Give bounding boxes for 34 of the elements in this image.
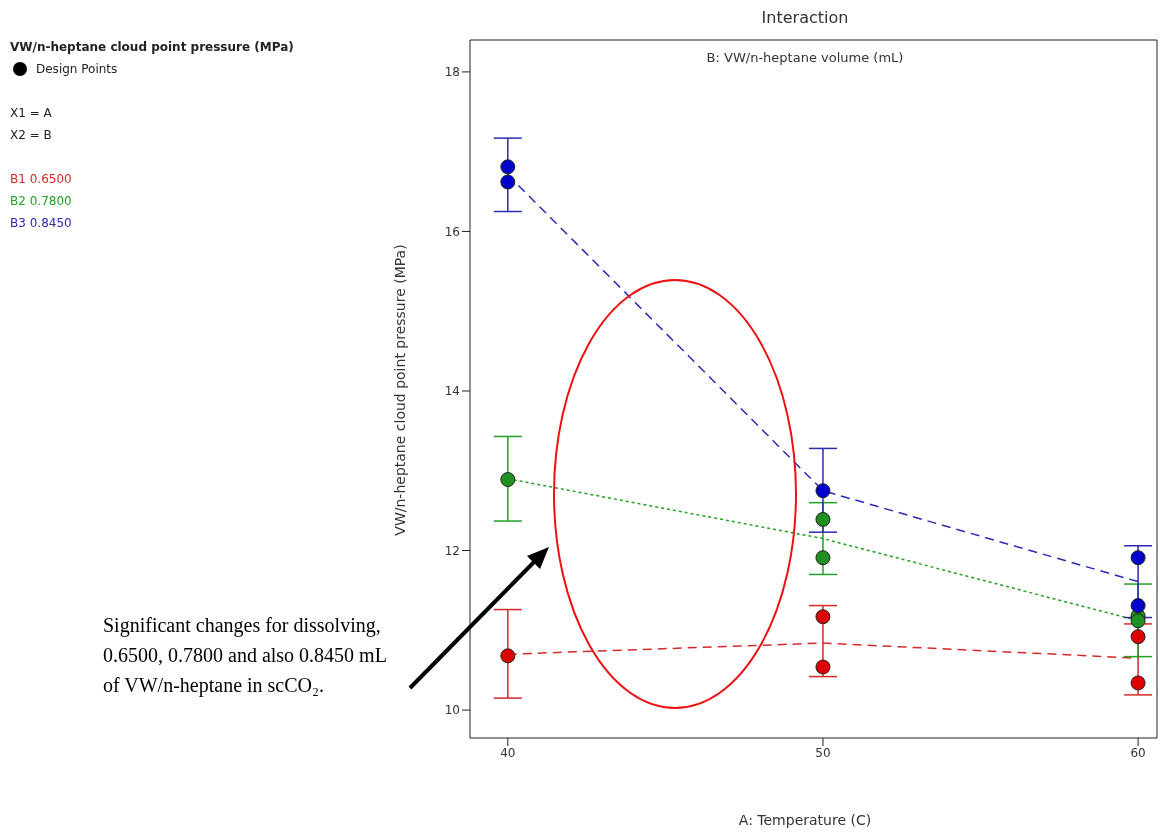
y-tick-label: 10 [444,703,460,718]
point [500,174,516,190]
point [500,648,516,664]
x-tick-label: 60 [1130,745,1146,760]
y-tick-label: 12 [444,543,460,558]
point [815,511,831,527]
point [1130,629,1146,645]
x-axis-title: A: Temperature (C) [738,812,872,828]
point [1130,613,1146,629]
y-tick-label: 14 [444,384,460,399]
text: Significant changes for dissolving, 0.6500, 0.7800 and also 0.8450 mL of VW/n-heptane in scCO₂. [103,614,387,696]
chart-title: Interaction [761,8,849,27]
text: B1 0.6500 [10,172,72,186]
y-tick-label: 16 [444,224,460,239]
point [1130,598,1146,614]
legend-title: VW/n-heptane cloud point pressure (MPa) [10,40,294,54]
point [815,483,831,499]
point [500,472,516,488]
text: B3 0.8450 [10,216,72,230]
text: B2 0.7800 [10,194,72,208]
text: Design Points [36,61,118,78]
point [815,550,831,566]
point [500,159,516,175]
text: B: VW/n-heptane volume (mL) [706,50,904,65]
point [815,659,831,675]
y-tick-label: 18 [444,65,460,80]
text: X1 = A [10,106,52,120]
y-axis-title: VW/n-heptane cloud point pressure (MPa) [392,244,408,536]
x-tick-label: 40 [500,745,516,760]
text: X2 = B [10,128,52,142]
point [815,609,831,625]
x-tick-label: 50 [815,745,831,760]
point [1130,550,1146,566]
point [1130,675,1146,691]
